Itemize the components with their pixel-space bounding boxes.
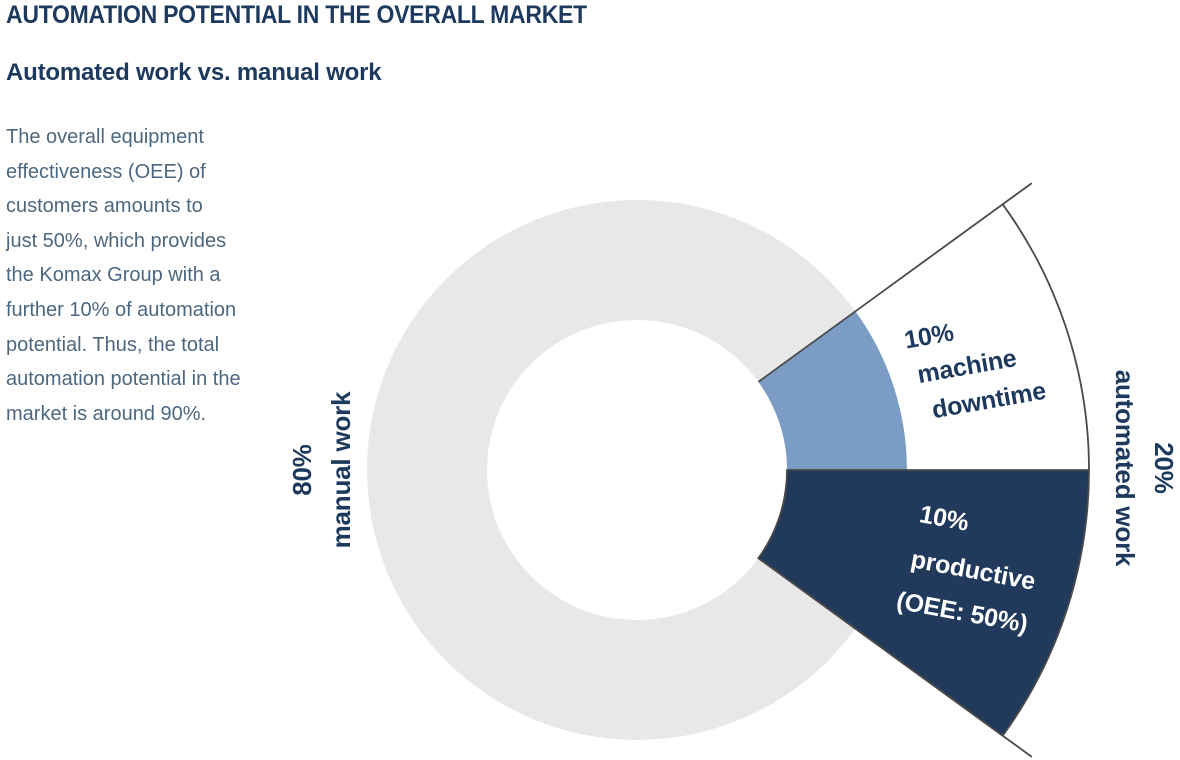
slice-manual-work (366, 200, 856, 741)
radial-line-lower (757, 557, 1033, 758)
slice-machine-downtime-callout (855, 204, 1089, 470)
label-automated-work-pct: 20% (1149, 442, 1179, 494)
intro-line: potential. Thus, the total (6, 333, 220, 356)
intro-line: The overall equipment (6, 126, 204, 148)
intro-line: automation potential in the (6, 368, 241, 391)
intro-line: the Komax Group with a (6, 264, 221, 287)
intro-line: market is around 90%. (6, 402, 207, 425)
slice-machine-downtime-ring (758, 311, 907, 470)
chart-subtitle: Automated work vs. manual work (6, 59, 382, 86)
label-manual-work-pct: 80% (287, 444, 317, 496)
intro-line: just 50%, which provides (6, 229, 227, 252)
slice-productive (757, 469, 1090, 737)
callout-outer-arc (1001, 203, 1090, 471)
label-automated-work-text: automated work (1110, 369, 1140, 567)
intro-line: further 10% of automation (6, 298, 237, 321)
label-manual-work: 80% manual work (283, 392, 361, 549)
page-title: AUTOMATION POTENTIAL IN THE OVERALL MARK… (6, 1, 587, 29)
label-automated-work: 20% automated work (1105, 370, 1180, 567)
intro-line: effectiveness (OEE) of (6, 160, 206, 183)
radial-line-upper (757, 182, 1033, 383)
label-manual-work-text: manual work (326, 391, 356, 549)
intro-paragraph: The overall equipment effectiveness (OEE… (6, 120, 241, 431)
intro-line: customers amounts to (6, 195, 203, 218)
